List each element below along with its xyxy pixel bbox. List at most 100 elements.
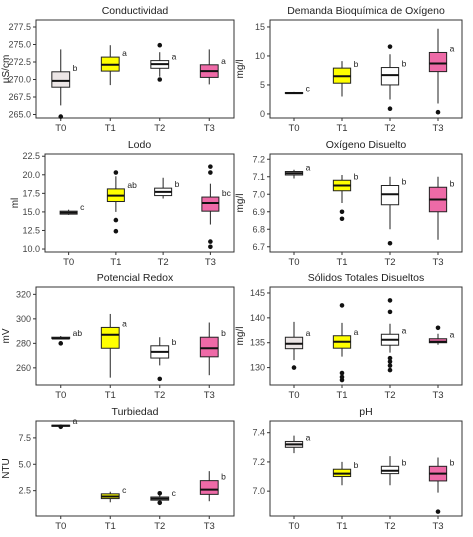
panel-6: Turbiedad NTU 2.5 5.0 7.5 T0 T1 T2 T3 a c c b [1,406,235,532]
x-tick-label: T0 [288,123,299,134]
outlier-point [113,217,119,223]
y-tick-label: 140 [250,313,265,323]
significance-letter: a [122,318,127,328]
panel-title: Sólidos Totales Disueltos [308,272,425,284]
panel-1: Demanda Bioquímica de Oxígeno mg/l 0 5 10 15 T… [235,5,463,134]
y-axis-label: NTU [1,458,12,479]
significance-letter: b [221,328,226,338]
box-t0: a [284,321,311,370]
box-body [199,336,219,358]
box-t3: b [199,471,226,502]
x-tick-label: T0 [55,390,66,401]
y-tick-label: 145 [250,288,265,298]
box-body [201,196,220,212]
significance-letter: a [450,330,455,340]
x-tick-label: T0 [55,521,66,532]
x-tick-label: T1 [336,390,347,401]
significance-letter: b [450,457,455,467]
outlier-point [113,170,119,175]
x-tick-label: T1 [110,257,121,268]
x-tick-label: T2 [384,257,395,268]
box-t0: ab [51,328,82,346]
y-tick-label: 275.0 [8,40,31,50]
box-body [199,480,219,495]
x-tick-label: T0 [288,257,299,268]
significance-letter: bc [222,188,232,198]
x-tick-label: T3 [204,390,215,401]
panel-title: Turbiedad [112,406,159,418]
outlier-point [157,491,163,496]
outlier-point [58,114,64,119]
outlier-point [435,325,441,331]
significance-letter: c [122,485,127,495]
outlier-point [58,341,64,346]
box-t1: b [332,59,359,97]
outlier-point [339,370,345,376]
outlier-point [339,209,345,215]
x-tick-label: T2 [384,521,395,532]
x-tick-label: T3 [432,123,443,134]
box-t2: c [150,488,177,506]
y-tick-label: 5 [260,80,265,90]
panel-5: Sólidos Totales Disueltos mg/l 130 135 140 14… [235,272,463,401]
significance-letter: a [402,325,407,335]
x-tick-label: T2 [384,123,395,134]
box-body [380,67,400,86]
box-t1: a [100,313,127,378]
x-tick-label: T0 [63,257,74,268]
y-tick-label: 6.7 [252,242,265,252]
significance-letter: b [354,460,359,470]
y-tick-label: 7.2 [252,457,265,467]
y-tick-label: 267.5 [8,92,31,102]
box-body [100,326,120,349]
panel-title: Oxígeno Disuelto [326,139,407,151]
x-tick-label: T1 [105,390,116,401]
outlier-point [387,359,393,364]
y-tick-label: 272.5 [8,57,31,67]
x-tick-label: T3 [205,257,216,268]
outlier-point [208,244,213,250]
y-tick-label: 6.9 [252,207,265,217]
y-tick-label: 0 [260,109,265,119]
box-body [428,51,448,73]
significance-letter: a [306,432,311,442]
significance-letter: b [175,179,180,189]
panel-title: Conductividad [102,5,169,17]
outlier-point [387,298,393,303]
y-tick-label: 7.0 [252,486,265,496]
significance-letter: c [172,488,177,498]
x-tick-label: T0 [288,521,299,532]
x-tick-label: T2 [158,257,169,268]
panel-title: Potencial Redox [97,272,174,284]
y-axis-label: mg/l [235,194,246,213]
y-axis-label: mg/l [235,327,246,346]
y-tick-label: 2.5 [18,486,31,496]
outlier-point [157,77,163,82]
outlier-point [208,164,213,169]
x-tick-label: T2 [154,521,165,532]
panel-7: pH 7.0 7.2 7.4 T0 T1 T2 T3 a b b b [252,406,463,532]
outlier-point [387,44,393,49]
y-tick-label: 277.5 [8,22,31,32]
y-tick-label: 17.5 [22,188,40,198]
significance-letter: b [73,63,78,73]
y-tick-label: 270.0 [8,75,31,85]
box-t3: a [428,325,455,345]
outlier-point [387,106,393,112]
box-t1: b [332,460,359,486]
box-t2: b [380,456,407,486]
x-tick-label: T3 [204,521,215,532]
y-tick-label: 7.1 [252,172,265,182]
y-tick-label: 280 [16,338,31,348]
x-tick-label: T1 [336,521,347,532]
y-tick-label: 5.0 [18,459,31,469]
x-tick-label: T1 [336,123,347,134]
box-t3: a [199,49,226,85]
y-tick-label: 300 [16,314,31,324]
y-axis-label: mg/l [235,60,246,79]
plot-frame [35,420,235,517]
x-tick-label: T3 [432,390,443,401]
box-t3: b [428,176,455,240]
significance-letter: a [73,416,78,426]
